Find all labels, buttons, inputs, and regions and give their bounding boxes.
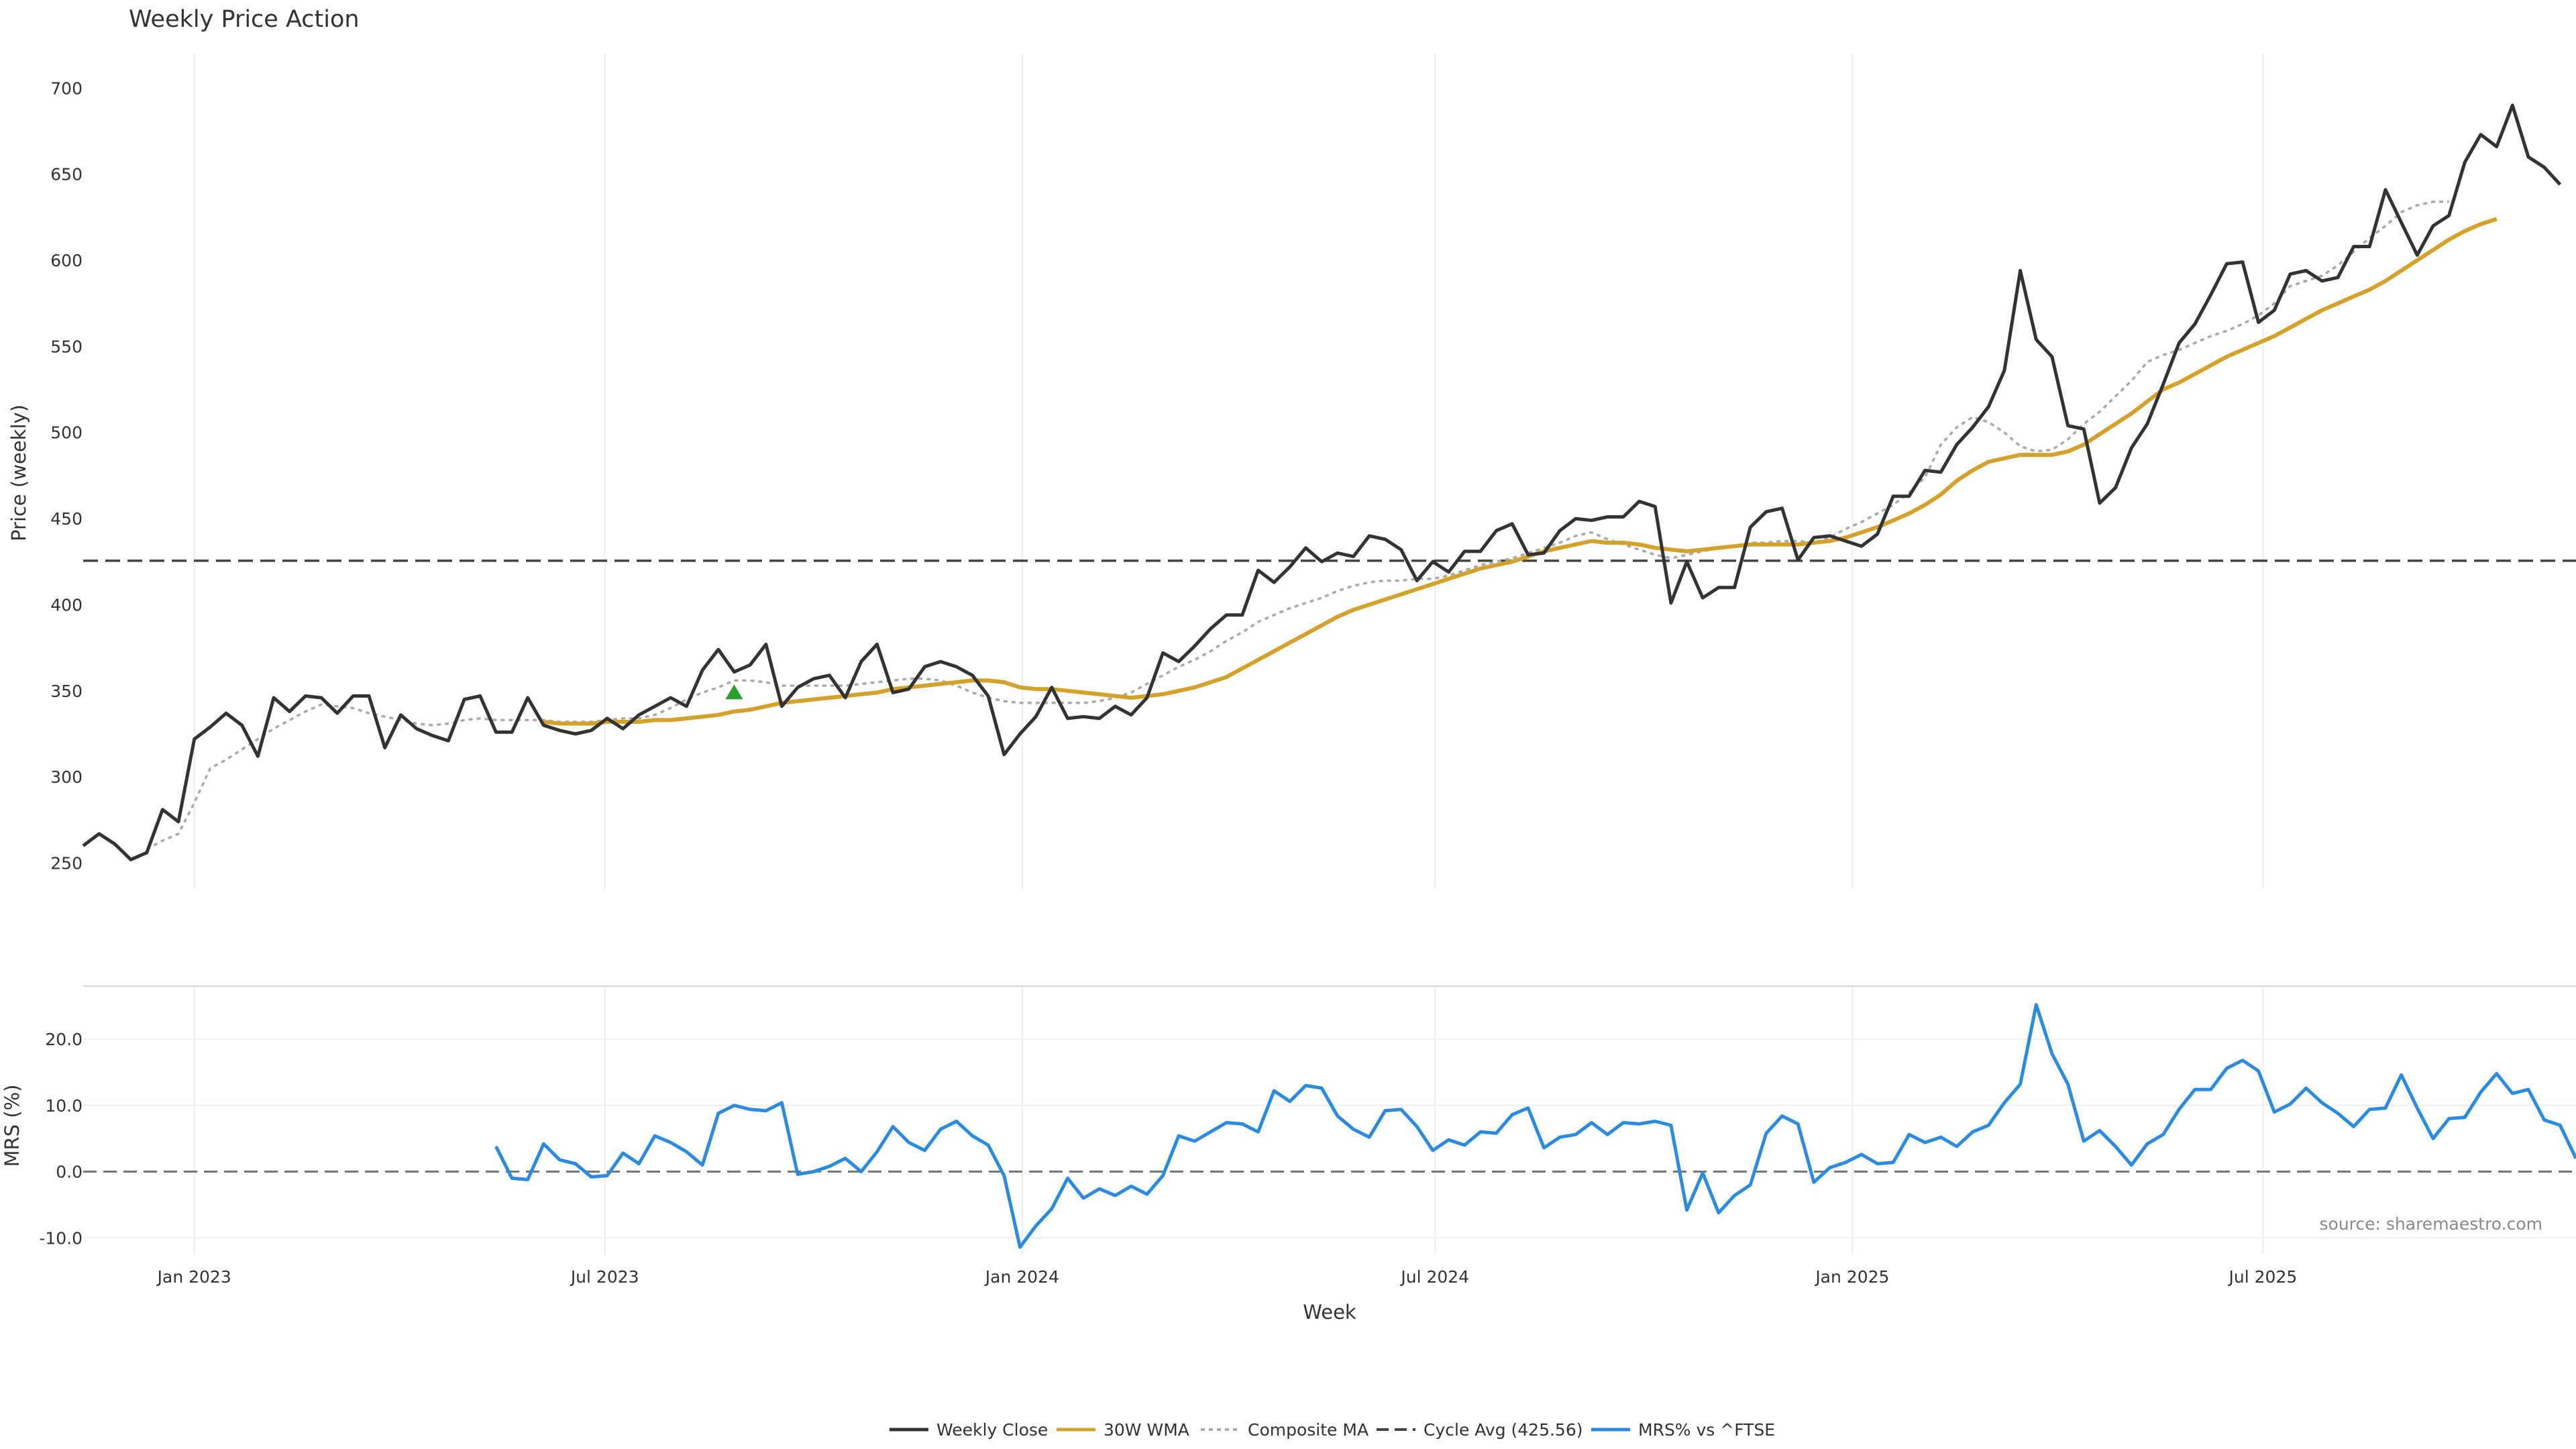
price-y-tick-label: 300 — [50, 767, 83, 787]
price-y-tick-label: 650 — [50, 165, 83, 184]
wma-line — [543, 217, 2498, 726]
mrs-y-tick-label: 10.0 — [45, 1096, 83, 1116]
price-y-tick-label: 550 — [50, 337, 83, 356]
price-panel: 250 300 350 400 450 500 550 600 650 700 Price (we… — [7, 54, 2576, 889]
x-tick-label: Jan 2025 — [1814, 1267, 1889, 1287]
price-y-tick-label: 250 — [50, 853, 83, 873]
signal-marker — [725, 684, 743, 700]
mrs-grid — [83, 986, 2576, 1254]
legend-label-composite-ma: Composite MA — [1248, 1420, 1368, 1440]
legend-label-wma: 30W WMA — [1104, 1420, 1189, 1440]
x-tick-label: Jan 2023 — [156, 1267, 231, 1287]
price-y-tick-label: 500 — [50, 423, 83, 443]
price-y-tick-label: 700 — [50, 78, 83, 98]
x-tick-label: Jul 2025 — [2228, 1267, 2298, 1287]
mrs-panel: -10.0 0.0 10.0 20.0 MRS (%) source: sharema… — [1, 985, 2576, 1254]
x-axis-ticks: Jan 2023 Jul 2023 Jan 2024 Jul 2024 Jan 2025… — [156, 1267, 2298, 1287]
composite-ma-line — [146, 201, 2449, 851]
price-axis-label: Price (weekly) — [7, 405, 30, 541]
x-axis-label: Week — [1303, 1301, 1356, 1324]
price-y-tick-label: 400 — [50, 595, 83, 614]
mrs-y-tick-label: 0.0 — [56, 1163, 83, 1182]
mrs-y-ticks: -10.0 0.0 10.0 20.0 — [39, 1030, 83, 1248]
price-y-tick-label: 450 — [50, 509, 83, 529]
mrs-axis-label: MRS (%) — [1, 1085, 23, 1167]
mrs-y-tick-label: 20.0 — [45, 1030, 83, 1049]
signal-triangle — [725, 684, 743, 700]
source-note: source: sharemaestro.com — [2320, 1214, 2543, 1234]
price-y-tick-label: 600 — [50, 251, 83, 270]
x-tick-label: Jan 2024 — [984, 1267, 1059, 1287]
mrs-y-tick-label: -10.0 — [39, 1228, 83, 1248]
legend-label-mrs: MRS% vs ^FTSE — [1638, 1420, 1775, 1440]
mrs-line — [494, 1003, 2576, 1249]
legend-label-weekly-close: Weekly Close — [936, 1420, 1048, 1440]
legend: Weekly Close 30W WMA Composite MA Cycle … — [890, 1420, 1775, 1440]
x-tick-label: Jul 2023 — [570, 1267, 639, 1287]
chart-title: Weekly Price Action — [129, 6, 360, 33]
price-y-tick-label: 350 — [50, 682, 83, 701]
mrs-series — [494, 1003, 2576, 1249]
x-tick-label: Jul 2024 — [1399, 1267, 1469, 1287]
price-series — [82, 103, 2562, 861]
weekly-close-line — [82, 103, 2562, 861]
legend-label-cycle-avg: Cycle Avg (425.56) — [1424, 1420, 1583, 1440]
price-y-ticks: 250 300 350 400 450 500 550 600 650 700 — [50, 78, 83, 873]
price-vertical-grid — [193, 54, 2264, 889]
